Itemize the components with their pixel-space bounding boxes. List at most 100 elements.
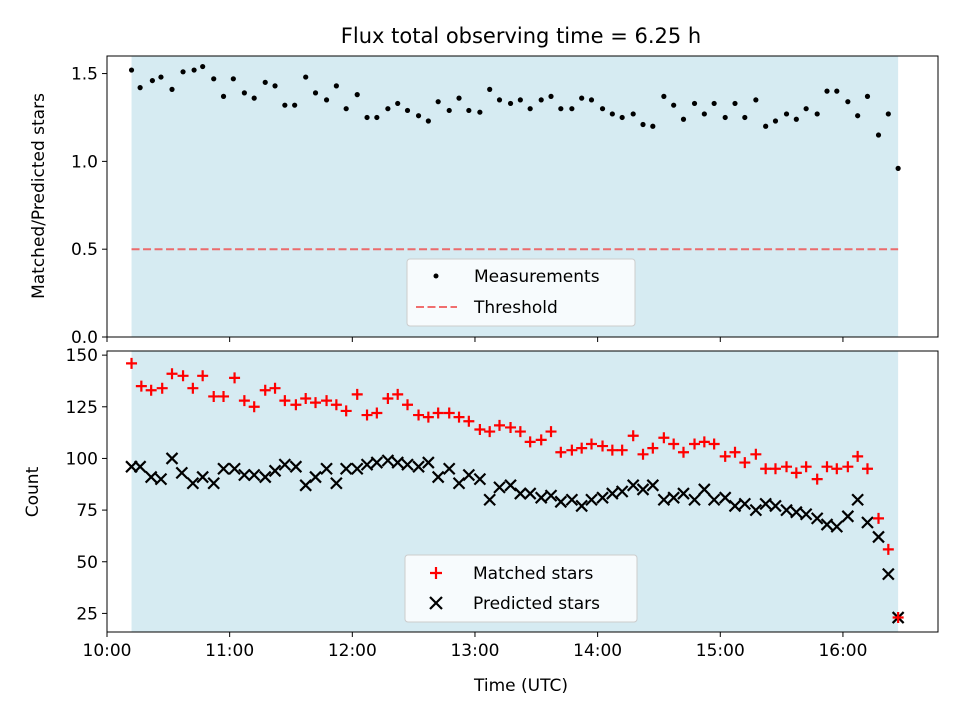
measurement-point: [763, 123, 769, 129]
measurement-point: [875, 132, 882, 138]
matched-star-point: [800, 461, 812, 473]
matched-star-point: [300, 393, 312, 405]
matched-star-point: [238, 395, 250, 407]
matched-star-point: [576, 442, 588, 454]
predicted-star-point: [810, 512, 824, 525]
matched-star-point: [484, 426, 496, 438]
matched-star-point: [126, 357, 138, 369]
measurement-point: [527, 106, 533, 112]
measurement-point: [772, 118, 779, 124]
matched-star-point: [861, 463, 873, 475]
time-xtick-label: 12:00: [328, 641, 377, 661]
matched-star-point: [443, 407, 455, 419]
measurement-point: [169, 86, 175, 92]
matched-star-point: [259, 384, 271, 396]
predicted-star-point: [442, 462, 456, 476]
matched-star-point: [668, 438, 680, 450]
measurement-point: [425, 118, 431, 124]
predicted-star-point: [749, 503, 763, 517]
matched-star-point: [719, 450, 731, 462]
matched-star-point: [269, 382, 281, 394]
matched-star-point: [340, 405, 352, 417]
measurement-point: [211, 76, 217, 82]
matched-star-point: [597, 440, 609, 452]
measurement-point: [507, 100, 514, 107]
predicted-star-point: [133, 460, 147, 473]
matched-star-point: [494, 419, 506, 431]
predicted-star-point: [688, 493, 701, 507]
measurement-point: [496, 97, 503, 103]
matched-star-point: [330, 399, 342, 411]
matched-star-point: [585, 438, 597, 450]
count-y-ticks: 25 50 75 100 125 150: [66, 346, 107, 624]
measurement-point: [793, 116, 799, 122]
matched-star-point: [842, 461, 854, 473]
predicted-star-point: [575, 499, 588, 513]
matched-star-point: [321, 395, 333, 407]
predicted-star-point: [391, 456, 404, 469]
matched-star-point: [382, 393, 394, 405]
predicted-star-point: [534, 491, 548, 504]
predicted-star-point: [217, 462, 230, 476]
ratio-x-ticks: [106, 337, 844, 342]
predicted-star-point: [615, 485, 629, 498]
measurement-point: [354, 92, 360, 98]
measurement-point: [446, 107, 452, 114]
matched-star-point: [392, 388, 404, 400]
matched-star-point: [545, 426, 557, 438]
matched-star-point: [566, 444, 578, 456]
matched-star-point: [882, 543, 894, 555]
predicted-star-point: [401, 458, 414, 471]
measurement-point: [343, 106, 349, 112]
matched-star-point: [208, 390, 220, 402]
measurement-point: [558, 106, 564, 112]
predicted-star-point: [585, 493, 598, 507]
matched-star-point: [351, 388, 363, 400]
predicted-star-point: [606, 487, 619, 500]
measurement-point: [742, 114, 748, 121]
predicted-star-point: [851, 493, 864, 507]
matched-star-point: [248, 401, 260, 413]
measurement-point: [415, 113, 422, 119]
measurement-point: [466, 107, 472, 114]
matched-star-point: [689, 438, 701, 450]
predicted-star-point: [636, 483, 650, 496]
matched-star-point: [821, 461, 833, 473]
predicted-star-point: [698, 483, 711, 496]
measurement-point: [711, 100, 717, 107]
matched-star-point: [647, 442, 659, 454]
predicted-star-point: [381, 454, 395, 467]
measurement-point: [680, 116, 687, 122]
measurement-point: [834, 88, 840, 94]
ratio-legend: Measurements Threshold: [406, 258, 636, 327]
measurement-point: [395, 100, 401, 107]
measurement-point: [456, 95, 462, 101]
matched-star-point: [606, 444, 618, 456]
matched-star-point: [474, 424, 486, 436]
matched-star-point: [229, 372, 241, 384]
count-ytick-label: 150: [66, 346, 98, 366]
matched-star-point: [555, 446, 567, 458]
measurement-point: [722, 114, 728, 121]
predicted-star-point: [554, 495, 568, 509]
matched-star-point: [892, 612, 904, 624]
measurement-point: [701, 111, 707, 117]
matched-star-point: [677, 446, 689, 458]
matched-star-point: [852, 450, 864, 462]
measurement-point: [579, 95, 585, 101]
matched-star-point: [187, 382, 199, 394]
count-ytick-label: 75: [76, 501, 98, 521]
predicted-star-point: [769, 499, 782, 513]
predicted-star-point: [330, 476, 343, 490]
time-xtick-label: 10:00: [83, 641, 132, 661]
time-xtick-label: 11:00: [205, 641, 254, 661]
measurement-point: [241, 90, 247, 96]
measurement-point: [517, 97, 523, 103]
predicted-star-point: [431, 470, 445, 484]
legend-marker-matched: [430, 567, 442, 579]
measurement-point: [864, 93, 871, 99]
predicted-star-point: [882, 567, 895, 581]
measurement-point: [814, 111, 820, 117]
measurement-point: [292, 102, 298, 108]
ratio-ytick-label: 1.0: [71, 152, 98, 172]
